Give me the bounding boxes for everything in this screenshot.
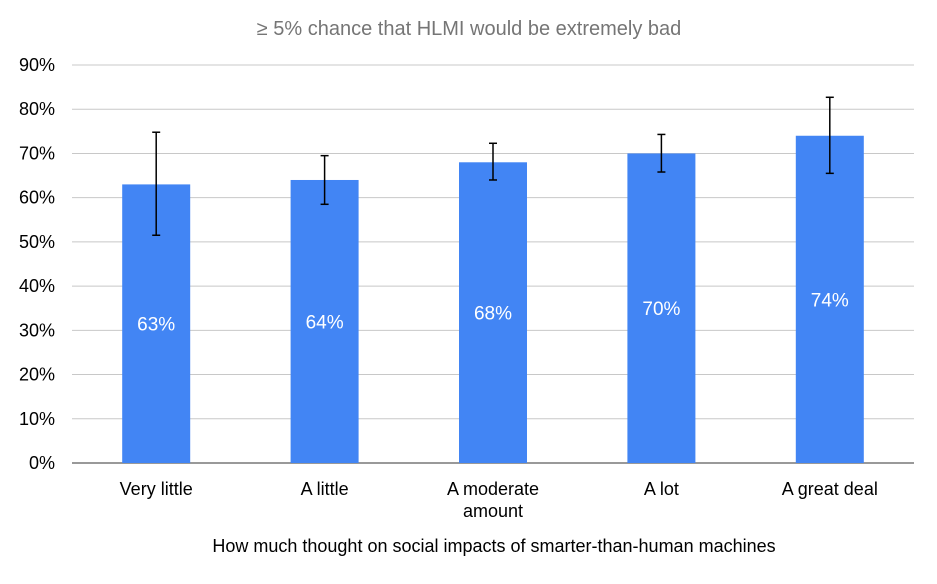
data-labels: 63% 64% 68% 70% 74% (137, 290, 849, 335)
y-tick-label: 80% (19, 99, 55, 119)
y-tick-label: 90% (19, 55, 55, 75)
y-tick-label: 20% (19, 365, 55, 385)
y-tick-label: 50% (19, 232, 55, 252)
bar-data-label: 63% (137, 315, 175, 336)
x-tick-label-line: A little (301, 479, 349, 499)
x-tick-label: A little (301, 479, 349, 499)
error-bars (152, 96, 834, 237)
bar-data-label: 64% (306, 312, 344, 333)
y-tick-label: 0% (29, 453, 55, 473)
x-axis-tick-labels: Very little A little A moderate amount A lot… (120, 479, 878, 521)
bar (627, 153, 696, 463)
y-tick-label: 60% (19, 188, 55, 208)
x-tick-label-line: amount (463, 501, 523, 521)
x-tick-label-line: A lot (644, 479, 679, 499)
y-tick-label: 10% (19, 409, 55, 429)
bar-data-label: 74% (811, 290, 849, 311)
bar (459, 162, 527, 464)
x-tick-label: A moderate amount (447, 479, 539, 521)
x-tick-label-line: A moderate (447, 479, 539, 499)
y-tick-label: 30% (19, 320, 55, 340)
y-tick-label: 40% (19, 276, 55, 296)
chart-title: ≥ 5% chance that HLMI would be extremely… (257, 18, 682, 40)
bar-data-label: 70% (642, 299, 680, 320)
x-tick-label: A great deal (782, 479, 878, 499)
bars (122, 135, 864, 464)
bar (795, 135, 864, 463)
bar (290, 179, 359, 463)
x-axis-label: How much thought on social impacts of sm… (212, 536, 775, 556)
x-tick-label-line: Very little (120, 479, 193, 499)
y-tick-label: 70% (19, 143, 55, 163)
x-tick-label-line: A great deal (782, 479, 878, 499)
x-tick-label: Very little (120, 479, 193, 499)
y-axis-tick-labels: 0% 10% 20% 30% 40% 50% 60% 70% 80% 90% (19, 55, 55, 473)
bar-data-label: 68% (474, 304, 512, 325)
x-tick-label: A lot (644, 479, 679, 499)
